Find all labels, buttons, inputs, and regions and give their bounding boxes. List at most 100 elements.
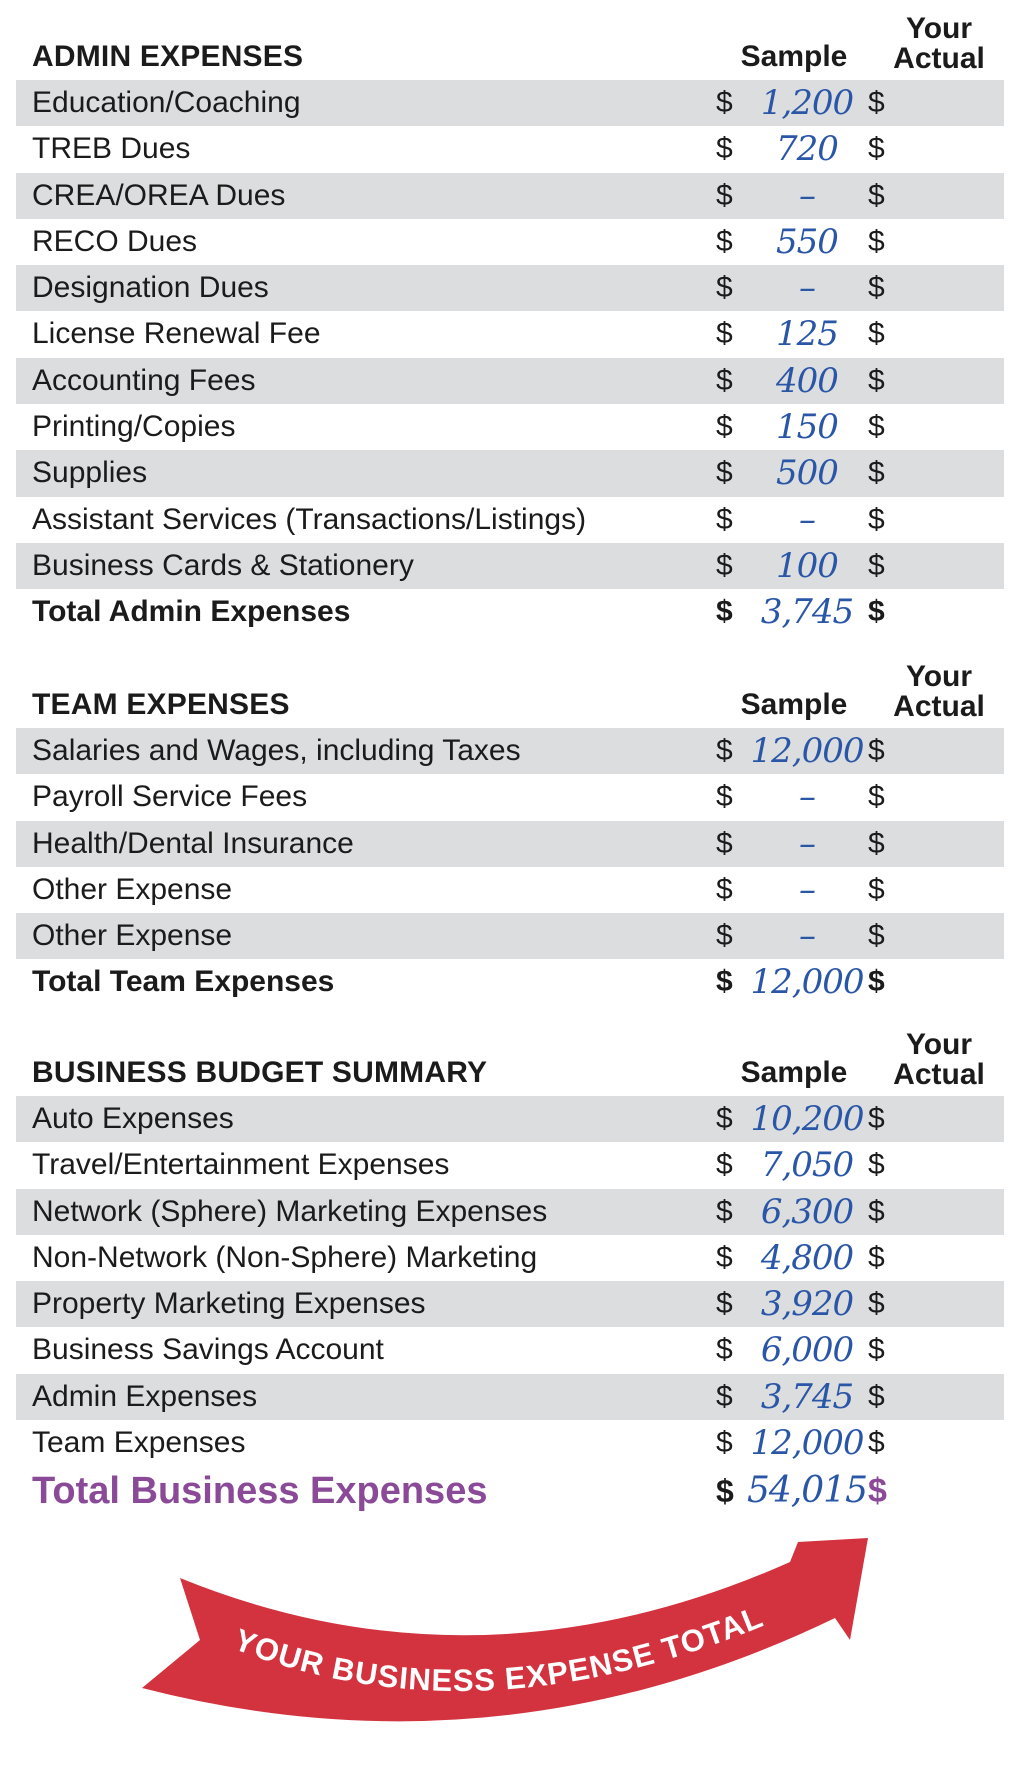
row-label: Designation Dues xyxy=(32,271,269,305)
sample-dollar-sign: $ xyxy=(716,595,733,629)
table-row: Printing/Copies $150 $ xyxy=(16,404,1004,450)
sample-dollar-sign: $ xyxy=(716,86,733,119)
sample-dollar-sign: $ xyxy=(716,502,733,536)
actual-input-field[interactable]: $ xyxy=(868,1240,885,1274)
total-sample-value: 3,745 xyxy=(760,592,854,633)
table-row: Accounting Fees $400 $ xyxy=(16,357,1004,405)
table-row: Supplies $500 $ xyxy=(16,450,1004,497)
sample-dollar-sign: $ xyxy=(716,410,733,444)
row-label: Printing/Copies xyxy=(32,410,236,444)
sample-dollar-sign: $ xyxy=(716,1287,733,1321)
sample-value: – xyxy=(799,869,816,910)
actual-input-field[interactable]: $ xyxy=(868,132,885,166)
sample-value: 6,300 xyxy=(760,1191,854,1232)
table-row: Other Expense $ – $ xyxy=(16,913,1004,960)
row-label: Supplies xyxy=(32,456,148,490)
sample-value: – xyxy=(799,268,816,309)
sample-dollar-sign: $ xyxy=(716,826,733,860)
actual-input-field[interactable]: $ xyxy=(868,826,885,860)
summary-sample-header: Sample xyxy=(740,1056,848,1089)
actual-input-field[interactable]: $ xyxy=(868,224,885,258)
actual-input-field[interactable]: $ xyxy=(868,86,885,119)
sample-dollar-sign: $ xyxy=(716,1148,733,1182)
row-label: Admin Expenses xyxy=(32,1379,258,1413)
sample-dollar-sign: $ xyxy=(716,780,733,814)
sample-value: – xyxy=(799,823,816,864)
actual-input-field[interactable]: $ xyxy=(868,1102,885,1135)
actual-input-field[interactable]: $ xyxy=(868,780,885,814)
row-label: Other Expense xyxy=(32,872,233,906)
table-row: Team Expenses $12,000 $ xyxy=(16,1420,1004,1466)
actual-input-field[interactable]: $ xyxy=(868,271,885,305)
actual-input-field[interactable]: $ xyxy=(868,363,885,397)
row-label: Assistant Services (Transactions/Listing… xyxy=(32,502,587,536)
row-label: RECO Dues xyxy=(32,224,198,258)
actual-input-field[interactable]: $ xyxy=(868,317,885,351)
summary-rows: Auto Expenses $10,200 $ Travel/Entertainmen… xyxy=(16,1096,1004,1513)
actual-input-field[interactable]: $ xyxy=(868,548,885,582)
sample-value: 550 xyxy=(776,221,839,262)
row-label: CREA/OREA Dues xyxy=(32,178,286,212)
total-label: Total Admin Expenses xyxy=(32,595,351,629)
sample-dollar-sign: $ xyxy=(716,548,733,582)
sample-value: 6,000 xyxy=(760,1330,854,1371)
sample-dollar-sign: $ xyxy=(716,224,733,258)
row-label: TREB Dues xyxy=(32,132,191,166)
actual-input-field[interactable]: $ xyxy=(868,872,885,906)
sample-dollar-sign: $ xyxy=(716,919,733,953)
actual-header-line1: Your xyxy=(905,1028,973,1061)
summary-actual-header: Your Actual xyxy=(874,1030,1004,1090)
admin-actual-header: Your Actual xyxy=(874,14,1004,74)
actual-input-field[interactable]: $ xyxy=(868,456,885,490)
total-actual-input-field[interactable]: $ xyxy=(868,1472,887,1511)
actual-input-field[interactable]: $ xyxy=(868,1148,885,1182)
table-row: CREA/OREA Dues $ – $ xyxy=(16,172,1004,219)
sample-value: 400 xyxy=(776,360,839,401)
row-label: Travel/Entertainment Expenses xyxy=(32,1148,450,1182)
table-row: TREB Dues $720 $ xyxy=(16,126,1004,172)
sample-value: 100 xyxy=(776,545,839,586)
sample-value: – xyxy=(799,777,816,818)
summary-header: BUSINESS BUDGET SUMMARY Sample Your Actu… xyxy=(16,1016,1004,1096)
actual-input-field[interactable]: $ xyxy=(868,410,885,444)
table-row: Business Savings Account $6,000 $ xyxy=(16,1327,1004,1373)
sample-value: 4,800 xyxy=(760,1237,854,1278)
actual-input-field[interactable]: $ xyxy=(868,734,885,767)
actual-input-field[interactable]: $ xyxy=(868,1333,885,1367)
sample-dollar-sign: $ xyxy=(716,456,733,490)
table-row: License Renewal Fee $125 $ xyxy=(16,311,1004,357)
table-row: Property Marketing Expenses $3,920 $ xyxy=(16,1281,1004,1328)
table-row: Business Cards & Stationery $100 $ xyxy=(16,542,1004,590)
sample-value: 125 xyxy=(776,314,839,355)
sample-dollar-sign: $ xyxy=(716,872,733,906)
sample-value: – xyxy=(799,916,816,957)
sample-value: 720 xyxy=(776,129,839,170)
actual-input-field[interactable]: $ xyxy=(868,1379,885,1413)
row-label: Health/Dental Insurance xyxy=(32,826,354,860)
table-row: Network (Sphere) Marketing Expenses $6,30… xyxy=(16,1188,1004,1235)
total-sample-value: 12,000 xyxy=(750,962,865,1003)
total-actual-input-field[interactable]: $ xyxy=(868,965,885,999)
sample-value: 3,745 xyxy=(760,1376,854,1417)
team-expenses-section: TEAM EXPENSES Sample Your Actual Salarie… xyxy=(16,648,1004,1006)
actual-input-field[interactable]: $ xyxy=(868,502,885,536)
row-label: Non-Network (Non-Sphere) Marketing xyxy=(32,1240,538,1274)
team-title: TEAM EXPENSES xyxy=(32,688,290,721)
actual-input-field[interactable]: $ xyxy=(868,1426,885,1460)
team-actual-header: Your Actual xyxy=(874,662,1004,722)
total-label: Total Team Expenses xyxy=(32,965,335,999)
table-row: Salaries and Wages, including Taxes $12,0… xyxy=(16,728,1004,775)
actual-input-field[interactable]: $ xyxy=(868,1287,885,1321)
admin-sample-header: Sample xyxy=(740,40,848,73)
actual-input-field[interactable]: $ xyxy=(868,1194,885,1228)
row-label: Education/Coaching xyxy=(32,86,301,119)
table-row: Designation Dues $ – $ xyxy=(16,265,1004,312)
total-actual-input-field[interactable]: $ xyxy=(868,595,885,629)
sample-value: 10,200 xyxy=(750,1099,865,1139)
actual-input-field[interactable]: $ xyxy=(868,919,885,953)
row-label: Property Marketing Expenses xyxy=(32,1287,426,1321)
table-row: Assistant Services (Transactions/Listing… xyxy=(16,497,1004,543)
actual-input-field[interactable]: $ xyxy=(868,178,885,212)
business-expense-total-banner: YOUR BUSINESS EXPENSE TOTAL xyxy=(142,1538,868,1722)
